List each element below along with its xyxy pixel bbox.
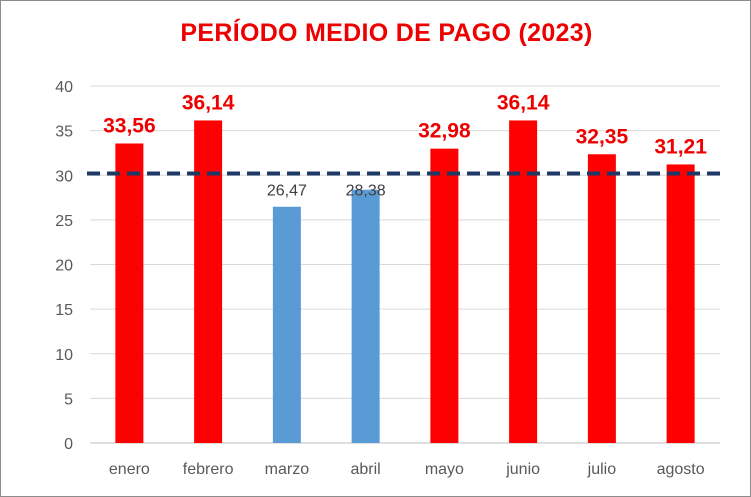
bar-abril [351,189,380,443]
bar-febrero [194,120,223,443]
bar-junio [509,120,538,443]
y-tick-label: 25 [55,213,73,230]
y-tick-label: 10 [55,347,73,364]
data-label: 36,14 [182,91,235,114]
x-tick-label: junio [505,461,540,478]
y-tick-label: 35 [55,124,73,141]
data-label: 36,14 [497,91,550,114]
x-tick-label: agosto [657,461,705,478]
y-tick-label: 0 [64,436,73,453]
chart-title: PERÍODO MEDIO DE PAGO (2023) [180,19,593,47]
bar-agosto [666,164,695,443]
data-label: 31,21 [654,135,707,158]
y-tick-label: 5 [64,391,73,408]
data-label: 32,98 [418,120,471,143]
x-tick-label: enero [109,461,150,478]
bar-enero [115,143,144,444]
data-label: 28,38 [346,182,386,199]
x-tick-label: marzo [265,461,310,478]
data-label: 32,35 [576,125,629,148]
y-tick-label: 15 [55,302,73,319]
bar-julio [587,154,616,443]
y-tick-label: 40 [55,79,73,96]
data-label: 33,56 [103,114,156,137]
data-label: 26,47 [267,182,307,199]
x-tick-label: febrero [183,461,234,478]
x-tick-label: abril [351,461,381,478]
bar-mayo [430,148,459,443]
y-tick-label: 30 [55,168,73,185]
y-tick-label: 20 [55,258,73,275]
x-tick-label: mayo [425,461,464,478]
x-tick-label: julio [587,461,617,478]
bar-marzo [272,206,301,443]
